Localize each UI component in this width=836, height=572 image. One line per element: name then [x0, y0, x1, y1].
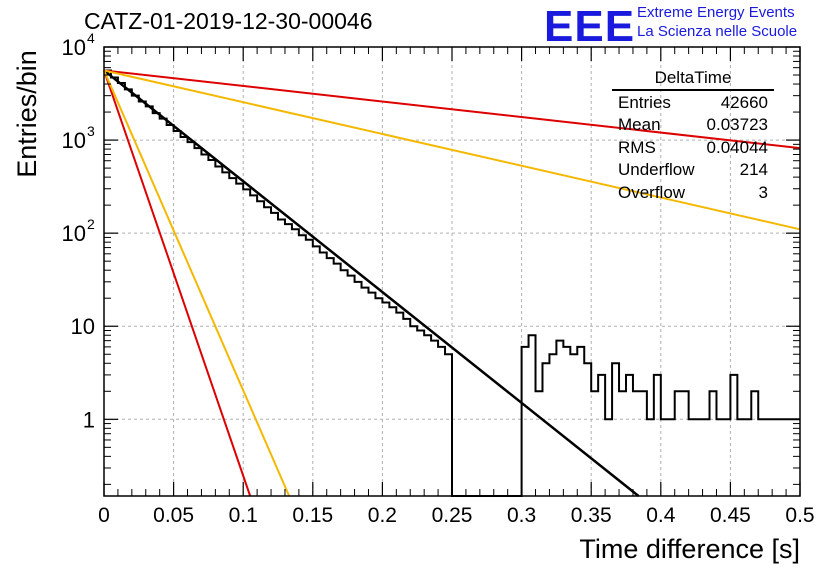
stats-row-overflow: Overflow 3 [612, 182, 774, 204]
y-tick-label: 1 [83, 407, 95, 432]
stats-label: Entries [618, 93, 671, 112]
series-line-4 [103, 70, 252, 497]
x-axis-label: Time difference [s] [579, 534, 800, 564]
stats-box: DeltaTime Entries 42660 Mean 0.03723 RMS… [612, 68, 774, 204]
x-tick-label: 0.15 [292, 504, 333, 527]
stats-label: Underflow [618, 160, 695, 180]
y-tick-exponent: 2 [87, 216, 95, 232]
x-tick-label: 0.25 [432, 504, 473, 527]
series-line-2 [103, 69, 801, 150]
y-tick-label: 10 [62, 221, 86, 246]
logo-caption: Extreme Energy Events La Scienza nelle S… [637, 3, 797, 41]
run-title: CATZ-01-2019-12-30-00046 [84, 8, 373, 34]
stats-value: 42660 [720, 93, 768, 112]
x-tick-label: 0.2 [368, 504, 397, 527]
y-tick-exponent: 4 [87, 30, 95, 46]
x-tick-label: 0.4 [646, 504, 676, 527]
x-tick-label: 0.3 [507, 504, 536, 527]
stats-label: RMS [618, 137, 656, 157]
y-tick-label: 10 [71, 314, 95, 339]
stats-row-rms: RMS 0.04044 [612, 137, 774, 159]
y-tick-exponent: 3 [87, 123, 95, 139]
histogram-steps [104, 69, 800, 497]
stats-label: Mean [618, 115, 661, 135]
series-line-5 [103, 70, 291, 497]
stats-value: 0.03723 [706, 115, 768, 135]
stats-label: Overflow [618, 182, 686, 202]
stats-row-underflow: Underflow 214 [612, 159, 774, 181]
series-line-3 [103, 69, 801, 231]
stats-value: 0.04044 [706, 137, 768, 157]
y-tick-label: 10 [62, 35, 86, 60]
eee-logo: EEE [544, 2, 636, 51]
x-tick-label: 0.5 [785, 504, 814, 527]
y-tick-label: 10 [62, 128, 86, 153]
x-tick-label: 0.35 [571, 504, 612, 527]
stats-row-entries: Entries 42660 [612, 92, 774, 114]
x-tick-label: 0.1 [229, 504, 258, 527]
logo-line-2: La Scienza nelle Scuole [637, 23, 798, 40]
x-tick-label: 0 [98, 504, 110, 527]
y-axis-label: Entries/bin [12, 50, 42, 178]
series-line-1 [103, 69, 640, 497]
stats-value: 214 [739, 160, 768, 180]
stats-row-mean: Mean 0.03723 [612, 114, 774, 136]
stats-value: 3 [758, 182, 768, 202]
x-tick-label: 0.45 [710, 504, 751, 527]
x-tick-label: 0.05 [153, 504, 194, 527]
logo-line-1: Extreme Energy Events [637, 4, 795, 21]
stats-title: DeltaTime [612, 68, 774, 91]
